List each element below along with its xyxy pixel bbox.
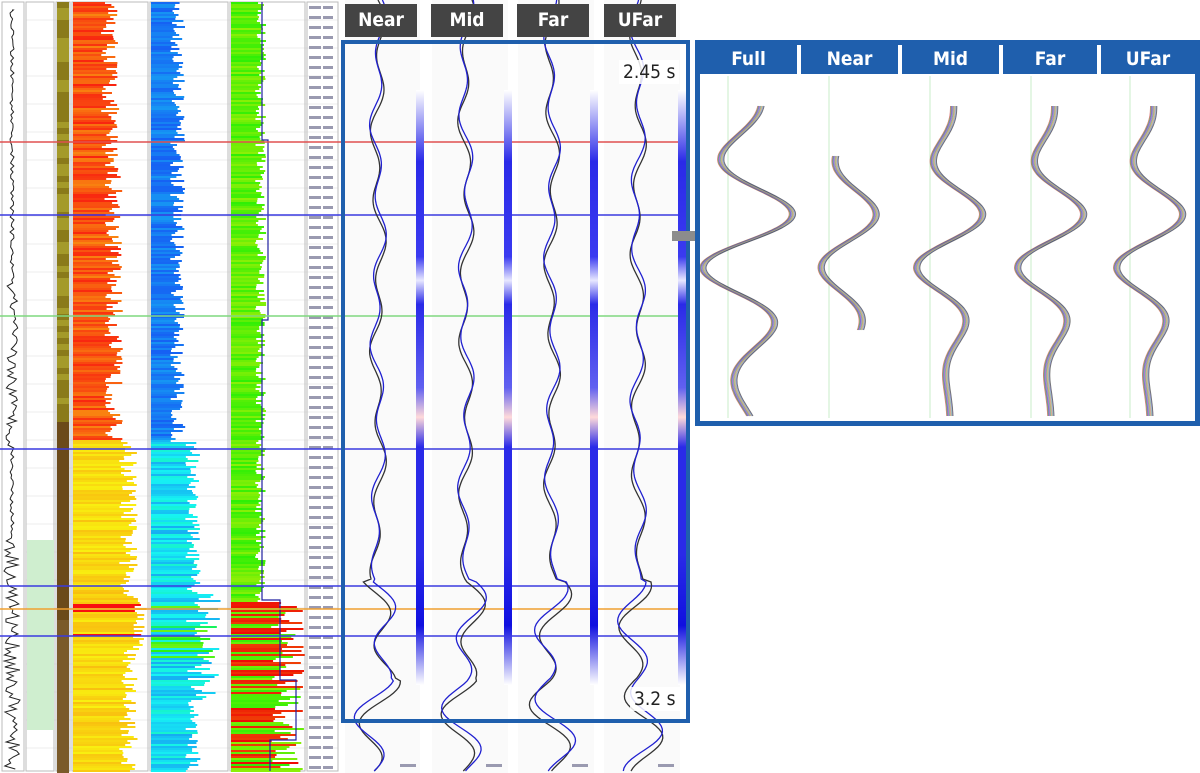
tab-ufar[interactable]: UFar	[604, 4, 676, 37]
time-window-bottom-label: 3.2 s	[630, 687, 680, 711]
time-window-frame	[341, 40, 690, 723]
wavelet-header-ufar: UFar	[1101, 45, 1195, 74]
wavelet-header-near: Near	[801, 45, 898, 74]
time-window-top-label: 2.45 s	[619, 60, 680, 84]
wavelet-header-full: Full	[700, 45, 797, 74]
wavelet-plot	[700, 76, 1187, 418]
tab-near[interactable]: Near	[345, 4, 417, 37]
wavelet-header-far: Far	[1003, 45, 1097, 74]
well-log-panel	[0, 0, 340, 773]
seismic-trace-panel	[340, 0, 686, 773]
tab-far[interactable]: Far	[517, 4, 589, 37]
tab-mid[interactable]: Mid	[431, 4, 503, 37]
wavelet-header-mid: Mid	[902, 45, 999, 74]
